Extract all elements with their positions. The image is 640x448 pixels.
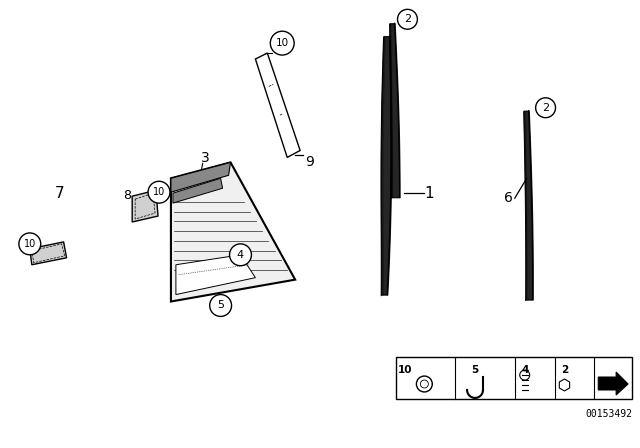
Text: 3: 3 — [202, 151, 210, 165]
Text: 10: 10 — [398, 365, 413, 375]
Circle shape — [230, 244, 252, 266]
Circle shape — [270, 31, 294, 55]
Polygon shape — [176, 255, 255, 294]
Circle shape — [19, 233, 41, 255]
Text: 5: 5 — [217, 301, 224, 310]
Circle shape — [210, 294, 232, 316]
Circle shape — [397, 9, 417, 29]
Bar — [396, 357, 632, 399]
Text: 10: 10 — [24, 239, 36, 249]
Text: 1: 1 — [424, 185, 434, 201]
Circle shape — [148, 181, 170, 203]
Text: 7: 7 — [55, 185, 65, 201]
Text: 8: 8 — [124, 189, 131, 202]
Text: 10: 10 — [153, 187, 165, 197]
Polygon shape — [173, 178, 223, 203]
Text: 5: 5 — [472, 365, 479, 375]
Text: 4: 4 — [521, 365, 529, 375]
Polygon shape — [255, 53, 300, 157]
Polygon shape — [171, 162, 295, 302]
Text: 2: 2 — [542, 103, 549, 113]
Text: 00153492: 00153492 — [585, 409, 632, 419]
Text: 9: 9 — [306, 155, 314, 169]
Text: 4: 4 — [237, 250, 244, 260]
Polygon shape — [30, 242, 67, 265]
Circle shape — [536, 98, 556, 118]
Polygon shape — [132, 190, 158, 222]
Text: 6: 6 — [504, 191, 513, 205]
Text: 2: 2 — [404, 14, 411, 24]
Polygon shape — [171, 162, 230, 192]
Text: 10: 10 — [276, 38, 289, 48]
Polygon shape — [598, 372, 628, 395]
Text: 2: 2 — [561, 365, 568, 375]
